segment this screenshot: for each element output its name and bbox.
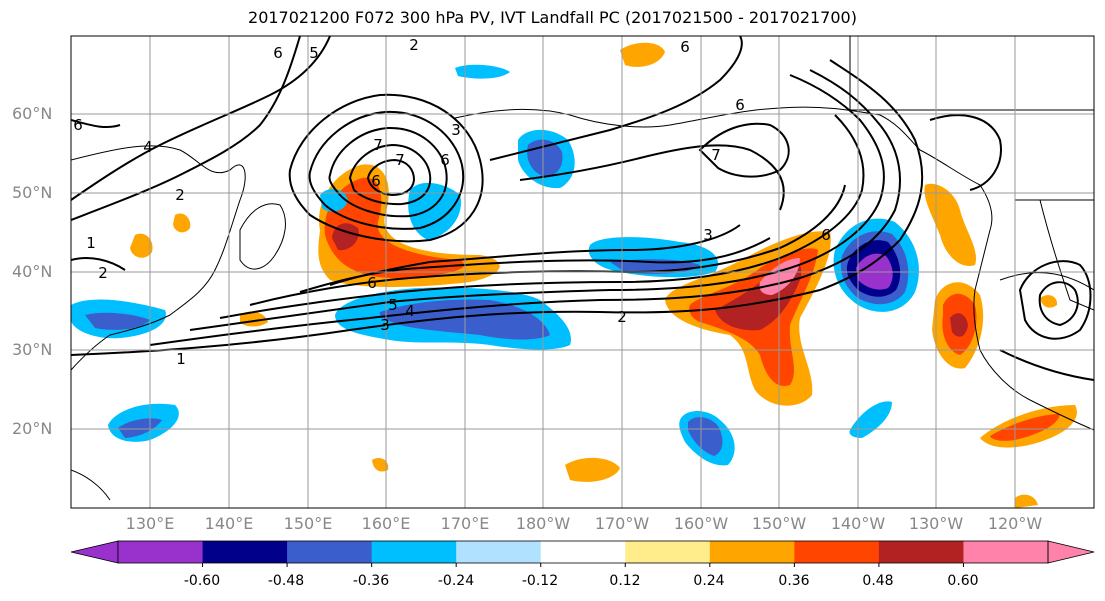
- lon-label: 130°W: [908, 514, 964, 533]
- colorbar-outline: [117, 540, 1049, 564]
- lat-label: 30°N: [12, 340, 53, 359]
- coastlines: [71, 36, 1094, 501]
- colorbar-segment: [371, 541, 457, 563]
- lat-label: 40°N: [12, 262, 53, 281]
- lat-label: 50°N: [12, 183, 53, 202]
- colorbar-tick-label: -0.48: [267, 573, 305, 589]
- colorbar-segment: [794, 541, 880, 563]
- lon-label: 170°W: [594, 514, 650, 533]
- lon-label: 150°E: [283, 514, 333, 533]
- contour-label: 6: [440, 151, 450, 169]
- colorbar-tick-label: 0.60: [947, 573, 979, 589]
- colorbar-segment: [456, 541, 542, 563]
- lon-label: 160°W: [673, 514, 729, 533]
- contour-label: 6: [273, 44, 283, 62]
- lon-label: 150°W: [751, 514, 807, 533]
- contour-label: 2: [175, 186, 185, 204]
- colorbar-segment: [963, 541, 1049, 563]
- colorbar-segment: [709, 541, 795, 563]
- plot-frame: [70, 35, 1095, 509]
- graticule: [71, 36, 1094, 508]
- contour-label: 3: [451, 121, 461, 139]
- lon-label: 140°W: [830, 514, 886, 533]
- colorbar-tick-label: -0.60: [183, 573, 221, 589]
- lon-label: 140°E: [204, 514, 254, 533]
- colorbar-segment: [540, 541, 626, 563]
- colorbar-tick-label: 0.12: [609, 573, 641, 589]
- lon-label: 120°W: [987, 514, 1043, 533]
- contour-label: 5: [388, 296, 398, 314]
- contour-label: 2: [617, 308, 627, 326]
- contour-labels: 6 5 2 6 6 4 2 7 3 6 6 1 3 6 5 4 3 2 6 7 …: [73, 36, 831, 368]
- contour-label: 5: [309, 44, 319, 62]
- contour-label: 7: [395, 151, 405, 169]
- colorbar-segment: [202, 541, 288, 563]
- lon-label: 160°E: [361, 514, 411, 533]
- contour-label: 4: [405, 302, 415, 320]
- colorbar-segment: [287, 541, 373, 563]
- contour-label: 2: [98, 264, 108, 282]
- pc-shading: [71, 42, 1077, 508]
- contour-label: 3: [703, 226, 713, 244]
- contour-label: 1: [86, 234, 96, 252]
- colorbar-tick-label: -0.24: [437, 573, 475, 589]
- contour-label: 4: [143, 138, 153, 156]
- colorbar-tick-label: -0.36: [352, 573, 390, 589]
- lat-label: 20°N: [12, 419, 53, 438]
- contour-label: 6: [680, 38, 690, 56]
- colorbar-segment: [625, 541, 711, 563]
- lon-label: 130°E: [125, 514, 175, 533]
- contour-label: 6: [367, 274, 377, 292]
- contour-label: 1: [176, 350, 186, 368]
- map-title: 2017021200 F072 300 hPa PV, IVT Landfall…: [248, 8, 857, 27]
- contour-label: 3: [380, 316, 390, 334]
- contour-label: 6: [821, 226, 831, 244]
- contour-label: 6: [735, 96, 745, 114]
- contour-label: 6: [73, 116, 83, 134]
- lat-label: 60°N: [12, 104, 53, 123]
- contour-label: 7: [711, 146, 721, 164]
- contour-label: 7: [373, 136, 383, 154]
- colorbar-segment: [878, 541, 964, 563]
- colorbar-tick-label: 0.48: [862, 573, 894, 589]
- colorbar-tick-label: -0.12: [521, 573, 559, 589]
- colorbar-tick-label: 0.36: [778, 573, 810, 589]
- contour-label: 6: [371, 172, 381, 190]
- contour-label: 2: [409, 36, 419, 54]
- colorbar-tick-label: 0.24: [693, 573, 725, 589]
- colorbar-segment: [118, 541, 204, 563]
- lon-label: 180°W: [515, 514, 571, 533]
- colorbar-extend-min: [70, 540, 119, 564]
- lon-label: 170°E: [440, 514, 490, 533]
- colorbar-extend-max: [1047, 540, 1095, 564]
